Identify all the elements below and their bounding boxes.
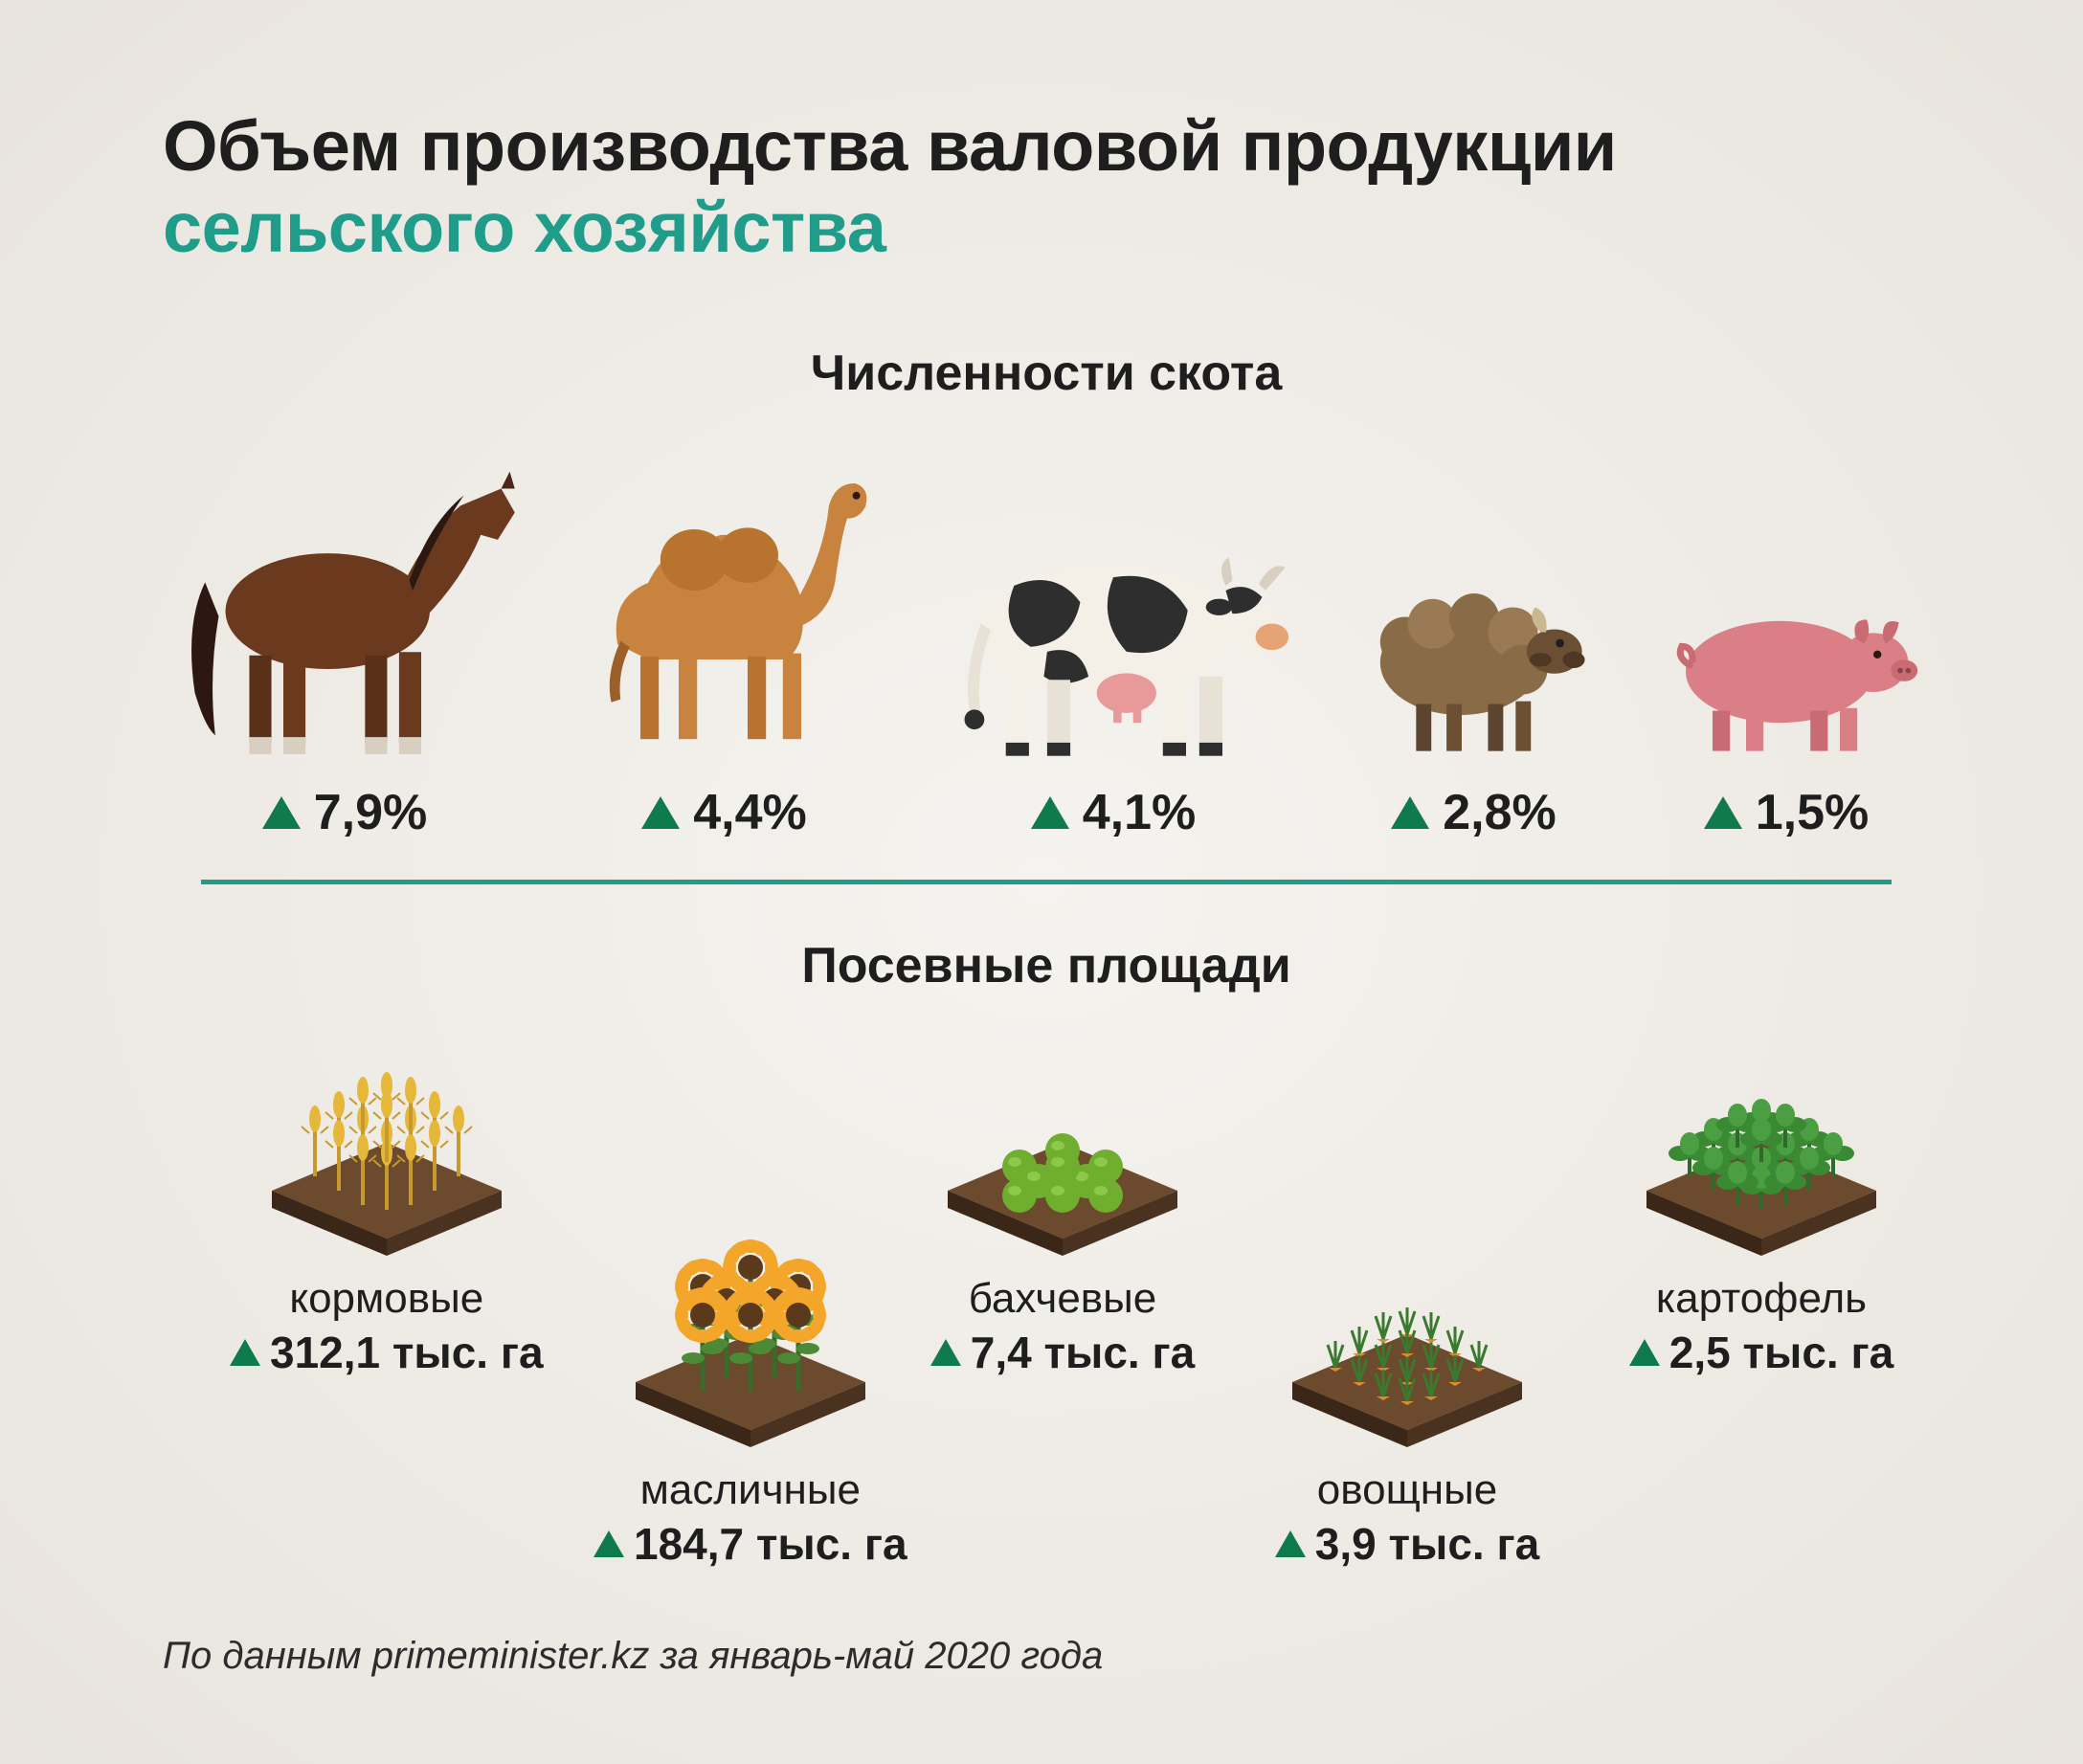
livestock-row: 7,9% 4,4% [163,435,1930,841]
crop-value: 2,5 тыс. га [1669,1327,1893,1378]
pct-row: 7,9% [262,784,428,841]
crop-value-row: 3,9 тыс. га [1275,1518,1539,1570]
crop-value-row: 312,1 тыс. га [230,1327,544,1378]
livestock-heading: Численности скота [163,345,1930,402]
crop-value: 184,7 тыс. га [634,1518,907,1570]
up-triangle-icon [1391,796,1429,829]
crop-value-row: 184,7 тыс. га [594,1518,907,1570]
pct-value: 1,5% [1756,784,1870,841]
pct-value: 4,4% [693,784,807,841]
title-line2: сельского хозяйства [163,187,1930,268]
livestock-item-pig: 1,5% [1652,569,1920,841]
crop-label: бахчевые [969,1275,1157,1323]
crop-label: кормовые [289,1275,483,1323]
pct-value: 4,1% [1083,784,1197,841]
pct-row: 1,5% [1704,784,1870,841]
livestock-item-camel: 4,4% [571,435,878,841]
up-triangle-icon [641,796,680,829]
crop-value-row: 2,5 тыс. га [1629,1327,1893,1378]
crop-label: картофель [1656,1275,1867,1323]
up-triangle-icon [930,1339,961,1366]
crop-value: 312,1 тыс. га [270,1327,544,1378]
crop-item-feed: кормовые 312,1 тыс. га [230,1028,544,1378]
up-triangle-icon [230,1339,260,1366]
up-triangle-icon [594,1530,624,1557]
up-triangle-icon [1629,1339,1660,1366]
pct-row: 4,1% [1031,784,1197,841]
livestock-item-cow: 4,1% [931,493,1295,841]
pct-row: 2,8% [1391,784,1557,841]
oilseed-plot-icon [616,1219,885,1449]
title-line1: Объем производства валовой продукции [163,105,1930,187]
crop-item-oilseed: масличные 184,7 тыс. га [594,1219,907,1570]
source-footnote: По данным primeminister.kz за январь-май… [163,1635,1103,1678]
livestock-item-horse: 7,9% [172,455,517,841]
crop-item-melon: бахчевые 7,4 тыс. га [929,1028,1197,1378]
up-triangle-icon [1031,796,1069,829]
crop-value-row: 7,4 тыс. га [930,1327,1195,1378]
up-triangle-icon [262,796,301,829]
sheep-icon [1350,550,1599,761]
potato-plot-icon [1627,1028,1895,1258]
up-triangle-icon [1704,796,1742,829]
pct-value: 7,9% [314,784,428,841]
camel-icon [571,435,878,761]
crops-area: кормовые 312,1 тыс. га масли [163,1028,1930,1717]
feed-plot-icon [253,1028,521,1258]
infographic-root: Объем производства валовой продукции сел… [0,0,2083,1764]
livestock-item-sheep: 2,8% [1350,550,1599,841]
crop-item-potato: картофель 2,5 тыс. га [1627,1028,1895,1378]
pct-row: 4,4% [641,784,807,841]
cow-icon [931,493,1295,761]
divider-line [201,880,1892,884]
up-triangle-icon [1275,1530,1306,1557]
vegetable-plot-icon [1273,1219,1541,1449]
crops-heading: Посевные площади [163,937,1930,994]
pct-value: 2,8% [1443,784,1557,841]
melon-plot-icon [929,1028,1197,1258]
crop-label: овощные [1317,1466,1497,1514]
pig-icon [1652,569,1920,761]
crop-value: 3,9 тыс. га [1315,1518,1539,1570]
title-block: Объем производства валовой продукции сел… [163,105,1930,268]
crop-value: 7,4 тыс. га [971,1327,1195,1378]
crop-label: масличные [640,1466,861,1514]
horse-icon [172,455,517,761]
crop-item-vegetable: овощные 3,9 тыс. га [1273,1219,1541,1570]
